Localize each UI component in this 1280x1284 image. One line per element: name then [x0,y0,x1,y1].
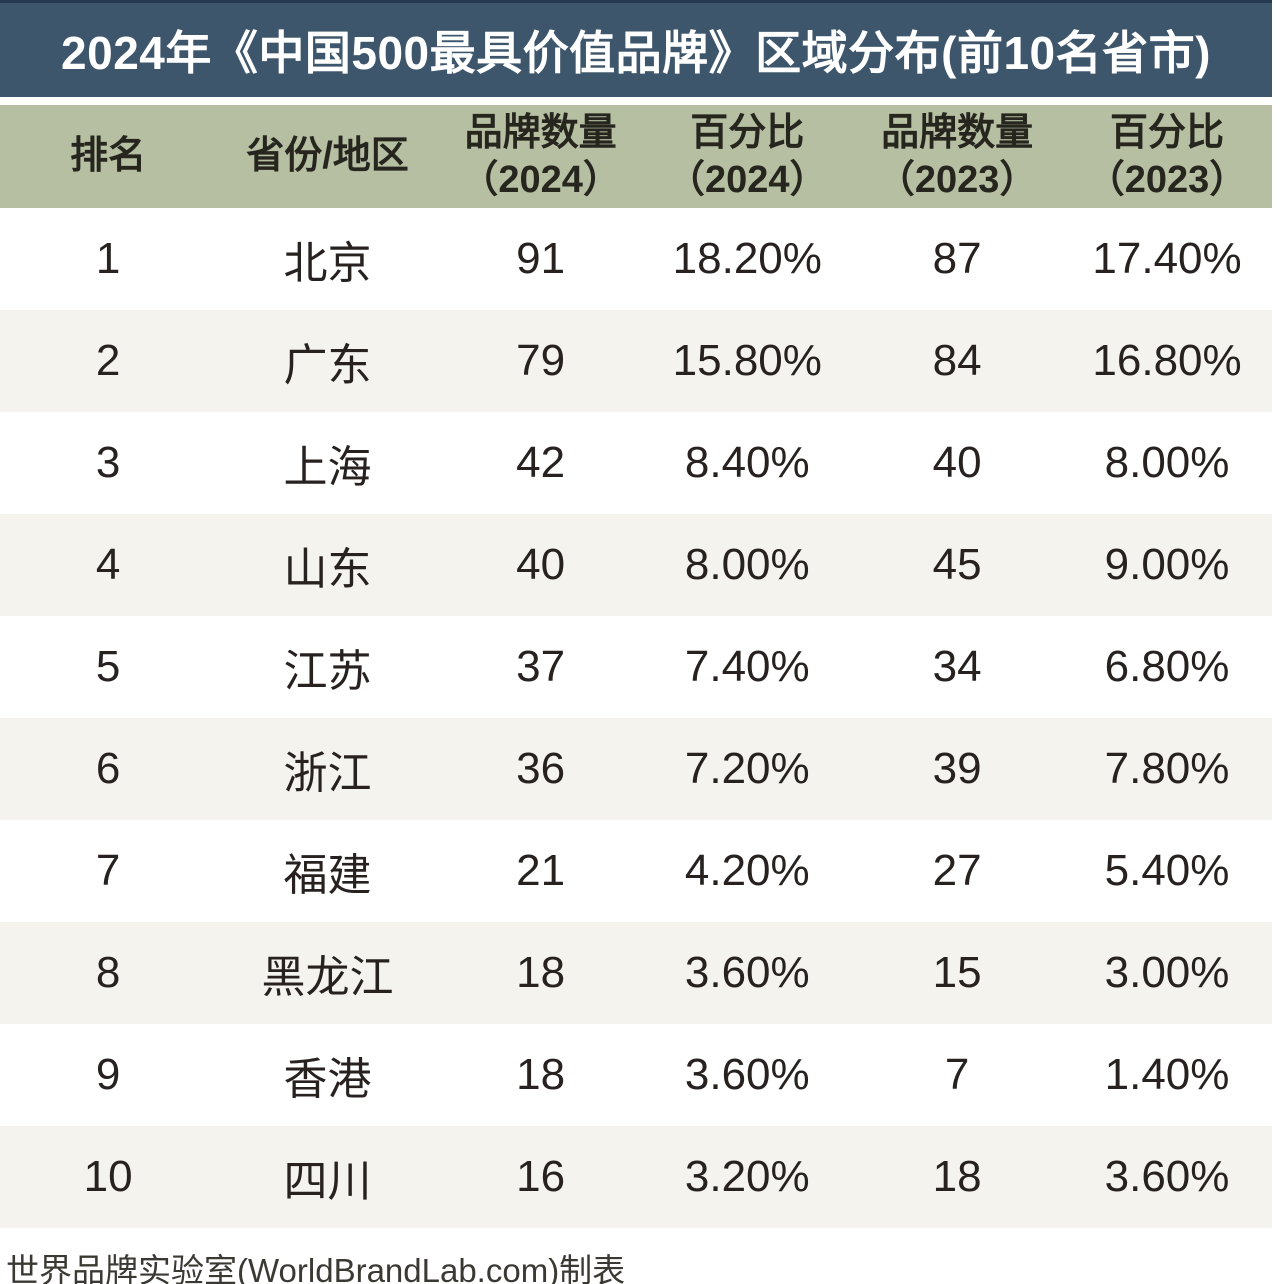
brand-count-2024-cell: 42 [516,438,566,487]
brand-count-2023-cell: 15 [932,948,982,997]
rank-cell: 4 [95,540,121,589]
percent-2023-cell: 5.40% [1104,846,1230,895]
column-header-label: 品牌数量 [464,112,617,155]
table-row: 1 北京 91 18.20% 87 17.40% [0,208,1272,310]
rank-cell: 1 [95,234,121,283]
brand-count-2024-cell: 18 [516,1050,566,1099]
brand-count-2024-cell: 79 [516,336,566,385]
column-header-year: （2024） [667,158,828,201]
brand-count-2024-cell: 40 [516,540,566,589]
rank-cell: 2 [95,336,121,385]
percent-2024-cell: 3.20% [684,1152,810,1201]
province-cell: 香港 [283,1055,372,1104]
province-cell: 黑龙江 [261,953,394,1002]
table-row: 4 山东 40 8.00% 45 9.00% [0,514,1272,616]
column-header-label: 品牌数量 [881,112,1034,155]
rank-cell: 3 [95,438,121,487]
percent-2023-cell: 3.00% [1104,948,1230,997]
province-cell: 北京 [283,239,372,288]
source-credit: 世界品牌实验室(WorldBrandLab.com)制表 [6,1252,626,1284]
table-header-row: 排名 省份/地区 品牌数量 （2024） 百分比 （2024） 品牌数量 （2023） 百分比（… [0,105,1272,208]
province-cell: 浙江 [283,749,372,798]
table-row: 7 福建 21 4.20% 27 5.40% [0,820,1272,922]
rank-cell: 9 [95,1050,121,1099]
percent-2023-cell: 7.80% [1104,744,1230,793]
column-header-percent-2023: 百分比 （2023） [1062,110,1272,203]
table-row: 8 黑龙江 18 3.60% 15 3.00% [0,922,1272,1024]
province-cell: 福建 [283,851,372,900]
percent-2024-cell: 8.00% [684,540,810,589]
column-header-year: （2024） [460,158,621,201]
brand-count-2023-cell: 84 [932,336,982,385]
percent-2023-cell: 17.40% [1092,234,1242,283]
brand-count-2023-cell: 27 [932,846,982,895]
table-row: 5 江苏 37 7.40% 34 6.80% [0,616,1272,718]
brand-count-2023-cell: 34 [932,642,982,691]
brand-count-2024-cell: 18 [516,948,566,997]
percent-2024-cell: 3.60% [684,1050,810,1099]
rank-cell: 6 [95,744,121,793]
column-header-brand-count-2024: 品牌数量 （2024） [439,110,643,203]
column-header-label: 排名 [70,135,147,178]
percent-2024-cell: 18.20% [672,234,822,283]
province-cell: 江苏 [283,647,372,696]
percent-2023-cell: 9.00% [1104,540,1230,589]
percent-2023-cell: 1.40% [1104,1050,1230,1099]
column-header-rank: 排名 [0,133,216,179]
percent-2023-cell: 8.00% [1104,438,1230,487]
table-row: 9 香港 18 3.60% 7 1.40% [0,1024,1272,1126]
column-header-label: 百分比 [1110,112,1225,155]
column-header-brand-count-2023: 品牌数量 （2023） [852,110,1062,203]
percent-2023-cell: 16.80% [1092,336,1242,385]
brand-distribution-table: 排名 省份/地区 品牌数量 （2024） 百分比 （2024） 品牌数量 （2023） 百分比（… [0,105,1272,1228]
rank-cell: 8 [95,948,121,997]
percent-2024-cell: 7.40% [684,642,810,691]
brand-count-2023-cell: 39 [932,744,982,793]
table-body: 1 北京 91 18.20% 87 17.40% 2 广东 79 15.80% 84 16.80% 3 上… [0,208,1272,1228]
brand-count-2024-cell: 21 [516,846,566,895]
brand-count-2023-cell: 7 [944,1050,970,1099]
table-row: 6 浙江 36 7.20% 39 7.80% [0,718,1272,820]
column-header-percent-2024: 百分比 （2024） [642,110,852,203]
brand-count-2024-cell: 36 [516,744,566,793]
province-cell: 四川 [283,1157,372,1206]
column-header-year: （2023） [876,158,1038,201]
province-cell: 广东 [283,341,372,390]
percent-2023-cell: 3.60% [1104,1152,1230,1201]
percent-2024-cell: 7.20% [684,744,810,793]
brand-count-2023-cell: 40 [932,438,982,487]
percent-2024-cell: 8.40% [684,438,810,487]
column-header-label: 省份/地区 [246,135,409,178]
table-row: 3 上海 42 8.40% 40 8.00% [0,412,1272,514]
percent-2023-cell: 6.80% [1104,642,1230,691]
rank-cell: 10 [83,1152,133,1201]
province-cell: 上海 [283,443,372,492]
brand-count-2023-cell: 45 [932,540,982,589]
table-row: 10 四川 16 3.20% 18 3.60% [0,1126,1272,1228]
column-header-province: 省份/地区 [216,133,439,179]
brand-count-2024-cell: 16 [516,1152,566,1201]
brand-count-2023-cell: 87 [932,234,982,283]
province-cell: 山东 [283,545,372,594]
title-bar: 2024年《中国500最具价值品牌》区域分布(前10名省市) [0,0,1272,97]
percent-2024-cell: 3.60% [684,948,810,997]
table-row: 2 广东 79 15.80% 84 16.80% [0,310,1272,412]
brand-count-2024-cell: 91 [516,234,566,283]
percent-2024-cell: 15.80% [672,336,822,385]
brand-count-2023-cell: 18 [932,1152,982,1201]
percent-2024-cell: 4.20% [684,846,810,895]
column-header-label: 百分比 [690,112,805,155]
column-header-year: （2023） [1086,158,1248,201]
brand-count-2024-cell: 37 [516,642,566,691]
page-title: 2024年《中国500最具价值品牌》区域分布(前10名省市) [61,27,1211,79]
rank-cell: 7 [95,846,121,895]
rank-cell: 5 [95,642,121,691]
